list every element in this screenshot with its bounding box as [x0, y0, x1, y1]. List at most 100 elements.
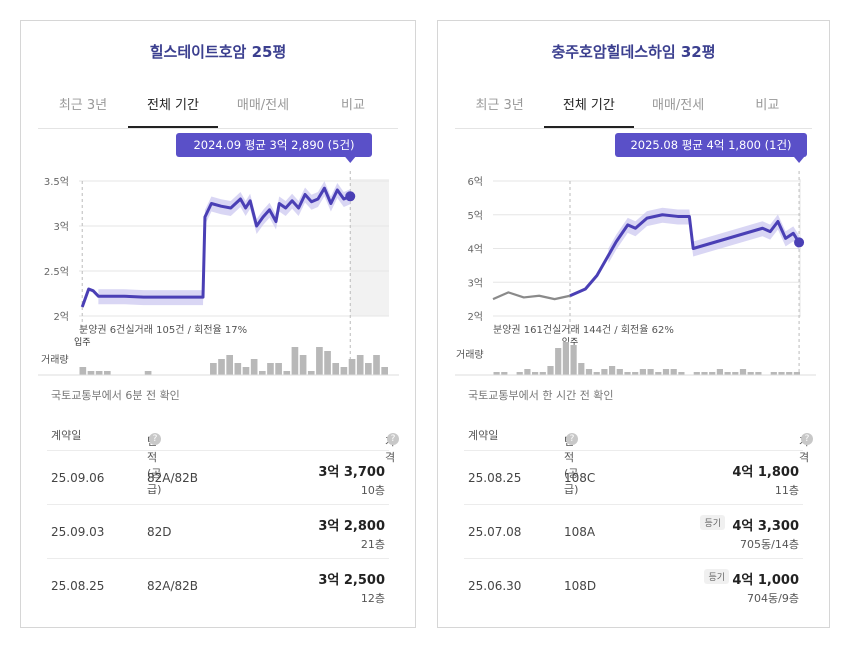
volume-bar: [755, 372, 762, 375]
volume-bar: [267, 363, 274, 375]
volume-bar: [747, 372, 754, 375]
tab-sale-lease[interactable]: 매매/전세: [236, 98, 290, 113]
presale-line: [492, 291, 571, 301]
trade-row[interactable]: 25.08.25 82A/82B 3억 2,500 12층: [47, 558, 389, 612]
volume-bar: [732, 372, 739, 375]
future-region: [350, 179, 389, 316]
trade-price: 4억 1,000: [732, 573, 799, 588]
complex-card-1: 힐스테이트호암 25평 최근 3년 전체 기간 매매/전세 비교 2억 2.5억 3…: [20, 20, 416, 628]
volume-bar: [624, 372, 631, 375]
y-tick-label: 3억: [53, 221, 69, 233]
volume-bar: [647, 369, 654, 375]
volume-bar: [79, 367, 87, 375]
volume-bar: [547, 366, 554, 375]
help-icon[interactable]: ?: [566, 433, 578, 445]
registered-badge: 등기: [700, 515, 725, 530]
volume-bar: [639, 369, 646, 375]
trade-floor: 11층: [774, 484, 799, 497]
price-line: [569, 213, 801, 298]
tooltip-text: 2024.09 평균 3억 2,890 (5건): [193, 138, 354, 152]
volume-bar: [316, 347, 323, 375]
trade-floor: 705동/14층: [740, 538, 799, 551]
price-tooltip: 2024.09 평균 3억 2,890 (5건): [176, 133, 372, 163]
y-tick-label: 5억: [467, 210, 483, 222]
volume-bar: [562, 342, 569, 375]
volume-bar: [348, 359, 356, 375]
volume-bar: [578, 363, 585, 375]
price-chart[interactable]: 2억 2.5억 3억 3.5억 2024.09 평균 3억 2,890 (5건) 분양권 …: [21, 131, 417, 381]
volume-bar: [524, 369, 531, 375]
trade-price: 3억 2,500: [318, 573, 385, 588]
volume-bar: [332, 363, 340, 375]
volume-bar: [299, 355, 307, 375]
trade-price: 3억 2,800: [318, 519, 385, 534]
period-tabs: 최근 3년 전체 기간 매매/전세 비교: [38, 91, 398, 129]
y-tick-label: 6억: [467, 176, 483, 188]
trade-floor: 21층: [360, 538, 385, 551]
tooltip-box: [615, 133, 807, 157]
y-tick-label: 2억: [467, 311, 483, 323]
volume-bar: [258, 371, 266, 375]
volume-bar: [739, 369, 747, 375]
y-tick-label: 2억: [53, 311, 69, 323]
volume-bar: [493, 372, 500, 375]
tab-compare[interactable]: 비교: [341, 98, 365, 113]
y-tick-label: 4억: [467, 244, 483, 256]
tab-sale-lease[interactable]: 매매/전세: [652, 98, 705, 113]
volume-bar: [724, 372, 731, 375]
data-source: 국토교통부에서 한 시간 전 확인: [468, 389, 614, 402]
volume-bar: [516, 372, 523, 375]
volume-label: 거래량: [41, 354, 69, 366]
trade-area: 82A/82B: [147, 471, 199, 485]
help-icon[interactable]: ?: [387, 433, 399, 445]
volume-bar: [210, 363, 217, 375]
trade-date: 25.08.25: [468, 471, 522, 485]
volume-bar: [95, 371, 103, 375]
trade-area: 108A: [564, 525, 596, 539]
complex-card-2: 충주호암힐데스하임 32평 최근 3년 전체 기간 매매/전세 비교 2억 3억 4…: [437, 20, 830, 628]
price-chart[interactable]: 2억 3억 4억 5억 6억 2025.08 평균 4억 1,800 (1건) 분양권 16…: [438, 131, 831, 381]
trade-floor: 12층: [360, 592, 385, 605]
table-header: 계약일 면적(공급)? 가격?: [47, 421, 399, 496]
volume-bar: [275, 363, 282, 375]
header-date: 계약일: [51, 429, 82, 442]
volume-bar: [226, 355, 233, 375]
volume-bar: [144, 371, 152, 375]
tab-recent-3y[interactable]: 최근 3년: [58, 98, 108, 113]
trade-row[interactable]: 25.09.06 82A/82B 3억 3,700 10층: [47, 450, 389, 504]
help-icon[interactable]: ?: [801, 433, 813, 445]
complex-title[interactable]: 충주호암힐데스하임 32평: [551, 43, 716, 61]
volume-label: 거래량: [456, 349, 484, 361]
table-header: 계약일 면적(공급)? 가격?: [464, 421, 813, 496]
trade-price: 3억 3,700: [318, 465, 385, 480]
tab-recent-3y[interactable]: 최근 3년: [475, 98, 524, 113]
tab-all-period[interactable]: 전체 기간: [544, 91, 634, 128]
tab-all-period[interactable]: 전체 기간: [128, 91, 218, 128]
volume-bar: [716, 369, 723, 375]
complex-title[interactable]: 힐스테이트호암 25평: [149, 43, 287, 61]
volume-bar: [283, 371, 291, 375]
tooltip-box: [176, 133, 372, 157]
volume-bar: [381, 367, 388, 375]
volume-bar: [539, 372, 546, 375]
trade-floor: 10층: [360, 484, 385, 497]
trade-row[interactable]: 25.09.03 82D 3억 2,800 21층: [47, 504, 389, 558]
y-tick-label: 3.5억: [44, 176, 69, 188]
help-icon[interactable]: ?: [149, 433, 161, 445]
trade-date: 25.09.03: [51, 525, 105, 539]
volume-bar: [693, 372, 700, 375]
trade-row[interactable]: 25.08.25 108C 4억 1,800 11층: [464, 450, 803, 504]
trade-area: 82D: [147, 525, 172, 539]
trade-row[interactable]: 25.07.08 108A 등기 4억 3,300 705동/14층: [464, 504, 803, 558]
price-line: [80, 186, 351, 308]
y-tick-label: 2.5억: [44, 266, 69, 278]
trade-row[interactable]: 25.06.30 108D 등기 4억 1,000 704동/9층: [464, 558, 803, 612]
data-source: 국토교통부에서 6분 전 확인: [51, 389, 180, 402]
current-point: [794, 237, 805, 248]
volume-bar: [609, 366, 616, 375]
volume-bar: [770, 372, 777, 375]
trade-area: 82A/82B: [147, 579, 199, 593]
volume-bar: [356, 355, 364, 375]
volume-bar: [709, 372, 716, 375]
tab-compare[interactable]: 비교: [755, 98, 780, 113]
